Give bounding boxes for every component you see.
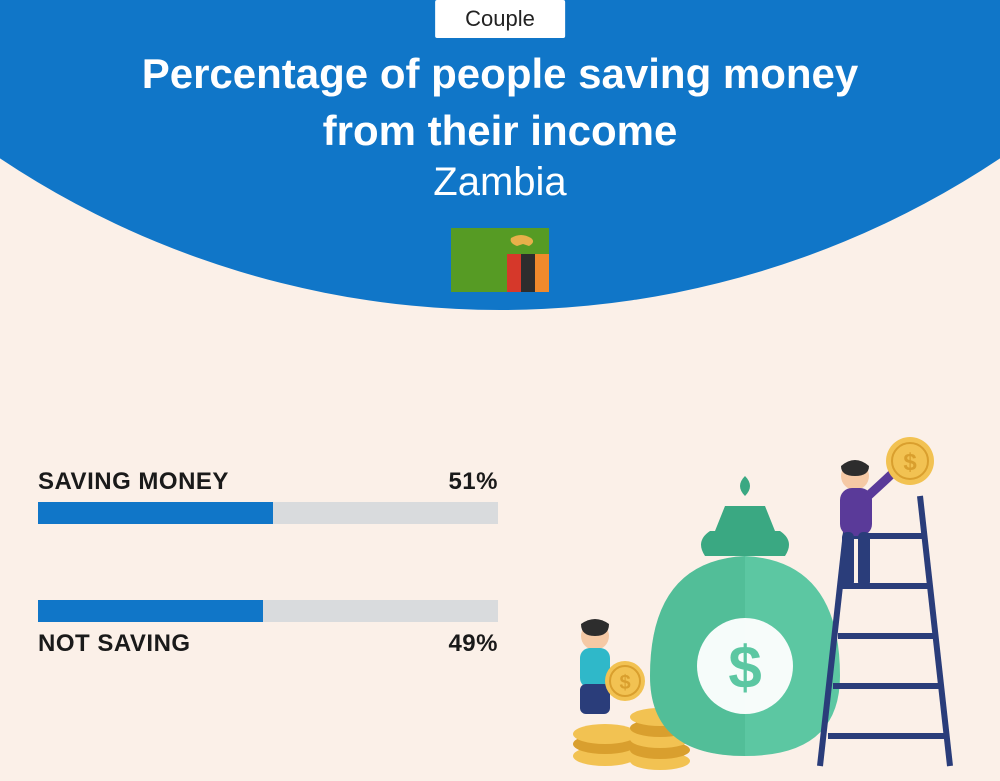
person-sitting-icon: $	[580, 619, 645, 714]
savings-illustration-icon: $ $	[550, 436, 970, 776]
svg-text:$: $	[728, 634, 761, 701]
title-line-2: from their income	[0, 103, 1000, 160]
bar-value: 51%	[448, 468, 498, 496]
bar-saving-money: SAVING MONEY 51%	[38, 468, 498, 524]
bar-not-saving: NOT SAVING 49%	[38, 600, 498, 658]
top-category-label: Couple	[435, 0, 565, 38]
svg-text:$: $	[903, 449, 917, 476]
money-bag-icon: $	[650, 476, 840, 756]
bar-fill	[38, 502, 273, 524]
svg-text:$: $	[619, 672, 630, 694]
title-line-1: Percentage of people saving money	[0, 46, 1000, 103]
zambia-flag-icon	[451, 228, 549, 292]
savings-chart: SAVING MONEY 51% NOT SAVING 49%	[38, 468, 498, 658]
bar-track	[38, 600, 498, 622]
bar-label: NOT SAVING	[38, 630, 191, 658]
bar-fill	[38, 600, 263, 622]
bar-value: 49%	[448, 630, 498, 658]
page-title: Percentage of people saving money from t…	[0, 46, 1000, 159]
bar-track	[38, 502, 498, 524]
country-name: Zambia	[0, 160, 1000, 205]
ladder-icon	[820, 496, 950, 766]
bar-label: SAVING MONEY	[38, 468, 229, 496]
